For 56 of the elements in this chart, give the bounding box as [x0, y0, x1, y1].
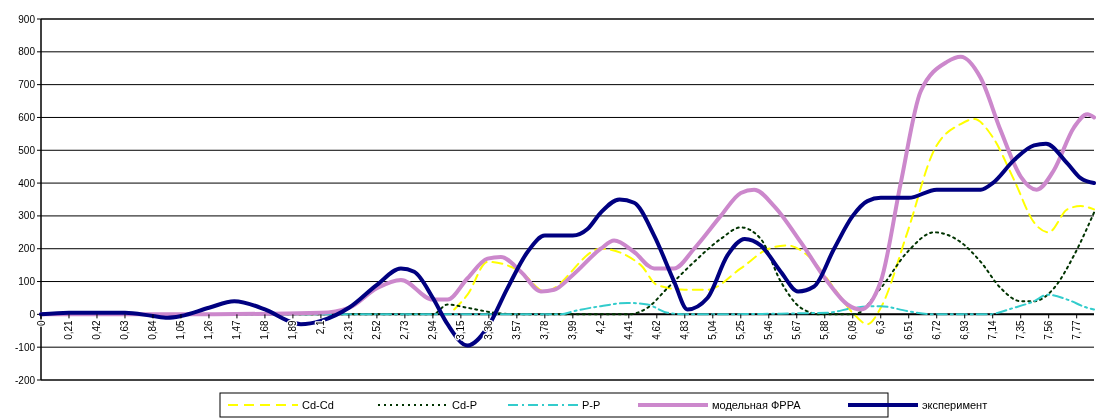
y-tick-label: -200 — [14, 374, 36, 386]
x-tick-label: 3,99 — [567, 319, 579, 340]
x-tick-label: 2,94 — [427, 319, 439, 340]
line-series — [39, 141, 1096, 348]
x-tick-label: 5,67 — [791, 319, 803, 340]
x-tick-label: 0,21 — [63, 319, 75, 340]
x-tick-label: 7,56 — [1043, 319, 1055, 340]
y-tick-label: 300 — [18, 210, 36, 222]
x-tick-label: 6,09 — [847, 319, 859, 340]
x-tick-label: 6,72 — [931, 319, 943, 340]
legend-label: Cd-Cd — [302, 398, 334, 411]
x-tick-label: 3,57 — [511, 319, 523, 340]
x-tick-label: 1,89 — [287, 319, 299, 340]
y-tick-label: 600 — [18, 111, 36, 123]
x-tick-label: 3,78 — [539, 319, 551, 340]
x-tick-label: 4,41 — [623, 319, 635, 340]
y-tick-label: 800 — [18, 46, 36, 58]
x-tick-label: 0,84 — [147, 319, 159, 340]
x-tick-label: 2,31 — [343, 319, 355, 340]
legend-label: Cd-P — [452, 398, 478, 411]
x-tick-label: 1,05 — [175, 319, 187, 340]
x-tick-label: 6,3 — [875, 319, 887, 335]
x-tick-label: 7,77 — [1071, 319, 1083, 340]
x-tick-label: 5,25 — [735, 319, 747, 340]
x-tick-label: 5,46 — [763, 319, 775, 340]
y-tick-label: 900 — [18, 13, 36, 25]
x-tick-label: 6,51 — [903, 319, 915, 340]
x-tick-label: 7,35 — [1015, 319, 1027, 340]
x-tick-label: 5,04 — [707, 319, 719, 340]
y-tick-label: 100 — [18, 276, 36, 288]
legend-label: P-P — [582, 398, 601, 411]
y-tick-label: -100 — [14, 341, 36, 353]
x-tick-label: 7,14 — [987, 319, 999, 340]
x-tick-label: 4,2 — [595, 319, 607, 335]
x-tick-label: 2,1 — [315, 319, 327, 335]
y-tick-label: 500 — [18, 144, 36, 156]
y-tick-label: 400 — [18, 177, 36, 189]
x-tick-label: 2,73 — [399, 319, 411, 340]
x-tick-label: 0,42 — [91, 319, 103, 340]
y-tick-label: 0 — [29, 308, 36, 320]
legend-label: модельная ФРРА — [712, 398, 802, 411]
x-tick-label: 1,26 — [203, 319, 215, 340]
y-tick-label: 200 — [18, 243, 36, 255]
y-tick-label: 700 — [18, 79, 36, 91]
x-tick-label: 3,15 — [455, 319, 467, 340]
x-tick-label: 1,68 — [259, 319, 271, 340]
x-tick-label: 0,63 — [119, 319, 131, 340]
x-tick-label: 6,93 — [959, 319, 971, 340]
x-tick-label: 4,62 — [651, 319, 663, 340]
x-tick-label: 2,52 — [371, 319, 383, 340]
legend-label: эксперимент — [922, 398, 988, 411]
x-tick-label: 4,83 — [679, 319, 691, 340]
x-tick-label: 5,88 — [819, 319, 831, 340]
x-tick-label: 1,47 — [231, 319, 243, 340]
x-tick-label: 3,36 — [483, 319, 495, 340]
x-tick-label: 0 — [35, 319, 47, 326]
